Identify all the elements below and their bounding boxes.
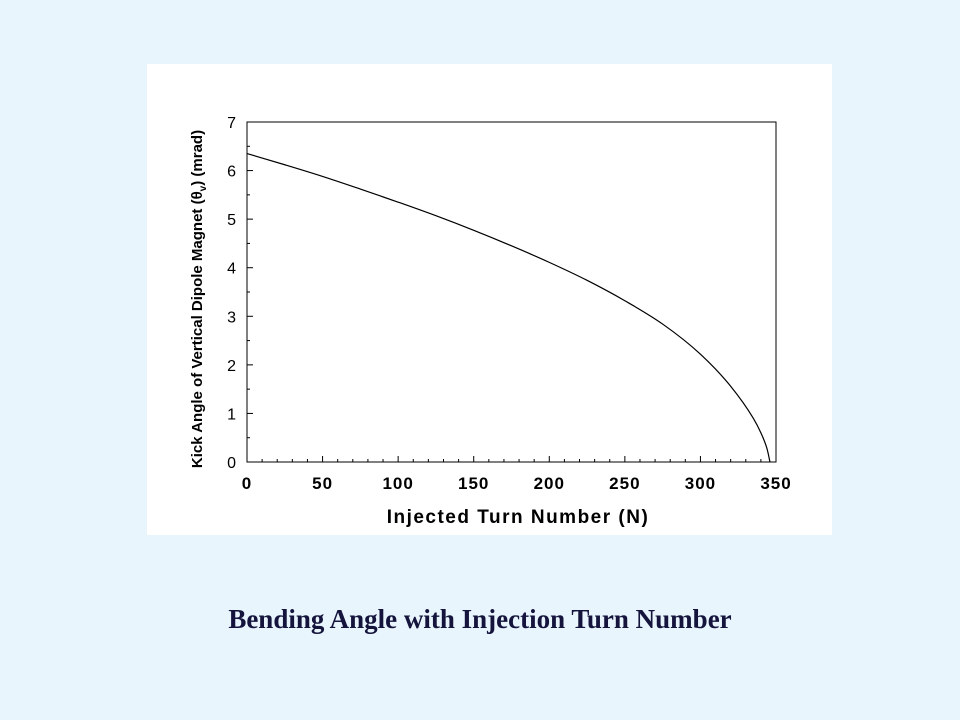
y-axis-label-before: Kick Angle of Vertical Dipole Magnet ( (189, 199, 206, 468)
y-axis-label: Kick Angle of Vertical Dipole Magnet (θv… (189, 130, 209, 468)
x-tick-label: 150 (458, 474, 489, 493)
x-tick-label: 50 (312, 474, 333, 493)
x-axis-label: Injected Turn Number (N) (387, 507, 650, 528)
y-axis-label-symbol: θ (189, 191, 206, 199)
y-tick-label: 7 (227, 115, 236, 132)
y-tick-label: 4 (227, 261, 236, 278)
chart-svg: 0 50 100 150 200 250 300 350 0 1 2 3 4 5 6 7 Injected … (189, 115, 791, 528)
x-tick-label: 100 (382, 474, 413, 493)
y-axis-label-subscript: v (198, 185, 209, 191)
series-line (246, 152, 771, 463)
y-tick-label: 0 (227, 455, 236, 472)
x-tick-label: 250 (609, 474, 640, 493)
y-tick-label: 5 (227, 212, 236, 229)
y-tick-label: 6 (227, 164, 236, 181)
y-tick-label: 1 (227, 406, 236, 423)
x-tick-label: 300 (685, 474, 716, 493)
y-ticks (247, 121, 253, 463)
x-tick-label: 200 (534, 474, 565, 493)
plot-frame (246, 121, 777, 463)
y-tick-label: 2 (227, 358, 236, 375)
x-tick-labels: 0 50 100 150 200 250 300 350 (242, 474, 791, 493)
y-tick-label: 3 (227, 309, 236, 326)
slide-caption: Bending Angle with Injection Turn Number (228, 604, 732, 634)
y-axis-label-after: ) (mrad) (189, 130, 206, 186)
y-tick-labels: 0 1 2 3 4 5 6 7 (227, 115, 236, 472)
x-ticks (246, 456, 777, 462)
x-tick-label: 0 (242, 474, 252, 493)
chart-panel: 0 50 100 150 200 250 300 350 0 1 2 3 4 5 6 7 Injected … (147, 64, 832, 535)
x-tick-label: 350 (760, 474, 791, 493)
